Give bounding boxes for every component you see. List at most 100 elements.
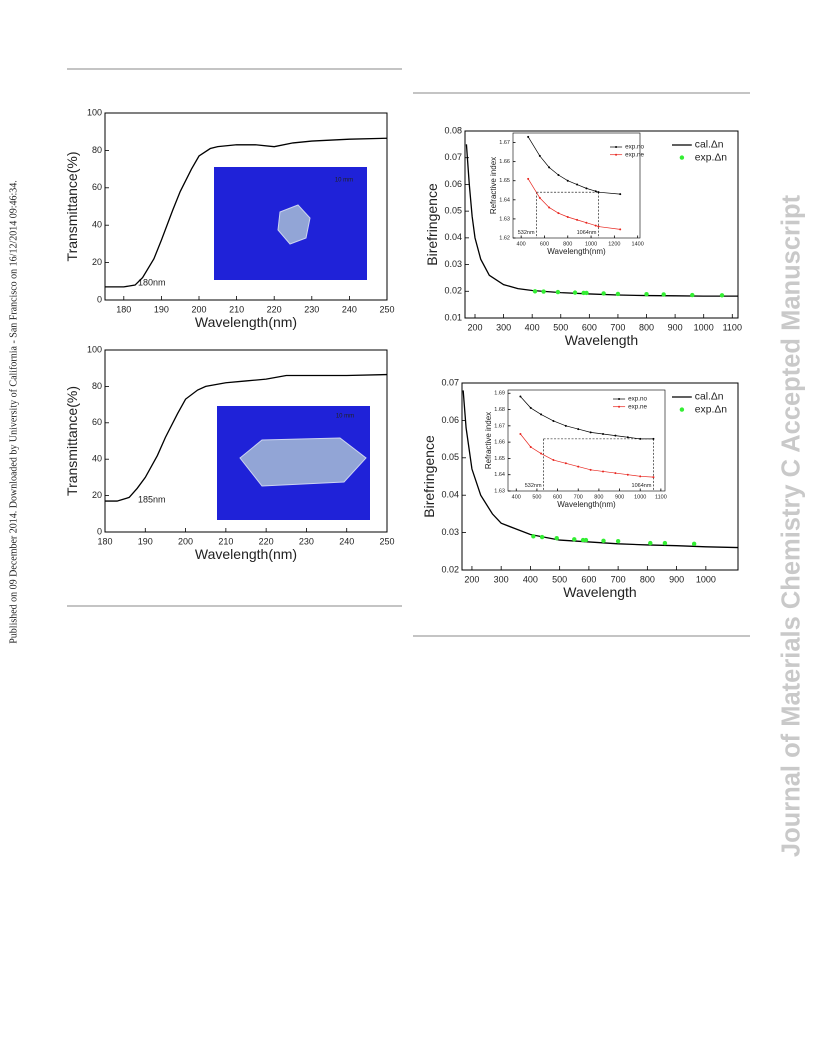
data-point xyxy=(584,290,589,296)
x-tick-label: 200 xyxy=(464,574,479,584)
data-point xyxy=(644,292,649,297)
data-point xyxy=(540,452,543,455)
x-tick-label: 700 xyxy=(611,574,626,584)
y-tick-label: 1.64 xyxy=(499,197,510,203)
y-tick-label: 1.69 xyxy=(494,391,505,397)
x-tick-label: 600 xyxy=(540,242,549,248)
x-tick-label: 1000 xyxy=(694,322,714,332)
x-tick-label: 400 xyxy=(523,574,538,584)
side-note: Published on 09 December 2014. Downloade… xyxy=(8,180,19,644)
data-point xyxy=(519,395,522,398)
legend-marker xyxy=(679,155,685,160)
x-tick-label: 200 xyxy=(467,322,482,332)
x-tick-label: 240 xyxy=(342,304,357,314)
data-point xyxy=(538,154,541,157)
data-point xyxy=(597,225,600,228)
data-point xyxy=(661,292,666,297)
series-line xyxy=(527,178,621,230)
x-tick-label: 500 xyxy=(532,495,541,501)
data-point xyxy=(585,187,588,190)
legend-label: exp.ne xyxy=(628,403,647,410)
x-tick-label: 400 xyxy=(512,495,521,501)
legend-label: exp.Δn xyxy=(695,404,727,415)
x-tick-label: 190 xyxy=(138,536,153,546)
x-tick-label: 210 xyxy=(229,304,244,314)
annotation: 185nm xyxy=(138,494,166,504)
y-tick-label: 100 xyxy=(87,107,102,117)
x-tick-label: 230 xyxy=(304,304,319,314)
y-tick-label: 1.66 xyxy=(499,159,510,165)
data-point xyxy=(619,228,622,231)
y-tick-label: 1.68 xyxy=(494,407,505,413)
y-tick-label: 0.01 xyxy=(444,312,462,322)
x-tick-label: 700 xyxy=(574,495,583,501)
y-axis-label: Birefringence xyxy=(424,183,440,266)
x-tick-label: 1400 xyxy=(632,242,644,248)
data-point xyxy=(555,289,561,295)
x-tick-label: 180 xyxy=(97,536,112,546)
legend-marker xyxy=(615,146,618,148)
legend-label: exp.no xyxy=(625,144,644,151)
data-point xyxy=(572,290,578,295)
y-tick-label: 0.04 xyxy=(441,490,459,500)
data-point xyxy=(594,190,597,193)
data-point xyxy=(538,196,541,199)
data-point xyxy=(614,434,617,437)
y-tick-label: 0.02 xyxy=(444,286,462,296)
x-axis-label: Wavelength(nm) xyxy=(195,546,297,562)
y-tick-label: 1.67 xyxy=(494,423,505,429)
y-tick-label: 0.07 xyxy=(441,377,459,387)
y-tick-label: 1.62 xyxy=(499,235,510,241)
legend-marker xyxy=(618,398,621,400)
x-tick-label: 180 xyxy=(116,304,131,314)
data-point xyxy=(532,289,538,294)
data-point xyxy=(652,437,655,440)
data-point xyxy=(548,206,551,209)
series-line xyxy=(465,144,738,297)
x-tick-label: 500 xyxy=(552,574,567,584)
data-point xyxy=(597,191,600,194)
y-tick-label: 1.66 xyxy=(494,440,505,446)
y-axis-label: Birefringence xyxy=(421,435,437,518)
legend-marker xyxy=(679,407,685,412)
data-point xyxy=(639,437,642,440)
crystal xyxy=(277,204,311,245)
y-tick-label: 0.03 xyxy=(441,527,459,537)
legend-label: cal.Δn xyxy=(695,140,724,151)
data-point xyxy=(564,462,567,465)
y-axis-label: Refractive index xyxy=(484,412,493,469)
x-tick-label: 220 xyxy=(267,304,282,314)
data-point xyxy=(548,166,551,169)
guide-label: 532nm xyxy=(518,230,535,236)
legend-marker xyxy=(615,153,618,156)
data-point xyxy=(557,212,560,215)
data-point xyxy=(552,419,555,422)
series-line xyxy=(462,390,739,549)
data-point xyxy=(531,534,536,539)
x-axis-label: Wavelength(nm) xyxy=(547,247,606,256)
data-point xyxy=(557,174,560,176)
data-point xyxy=(564,424,567,427)
photo-scale-label: 10 mm xyxy=(336,414,354,420)
x-tick-label: 1200 xyxy=(608,242,620,248)
y-tick-label: 40 xyxy=(92,220,102,230)
data-point xyxy=(619,193,622,196)
series-line xyxy=(105,137,388,288)
x-tick-label: 800 xyxy=(594,495,603,501)
x-tick-label: 900 xyxy=(669,574,684,584)
data-point xyxy=(576,183,579,186)
data-point xyxy=(576,218,579,221)
crystal xyxy=(239,437,367,487)
data-point xyxy=(602,432,605,435)
data-point xyxy=(566,179,569,182)
data-point xyxy=(690,292,695,298)
x-tick-label: 900 xyxy=(615,495,624,501)
data-point xyxy=(626,473,629,476)
data-point xyxy=(552,459,555,462)
data-point xyxy=(554,536,559,541)
x-tick-label: 800 xyxy=(563,242,572,248)
x-tick-label: 190 xyxy=(154,304,169,314)
y-tick-label: 0.02 xyxy=(441,564,459,574)
annotation: 180nm xyxy=(138,277,166,287)
x-tick-label: 500 xyxy=(553,322,568,332)
